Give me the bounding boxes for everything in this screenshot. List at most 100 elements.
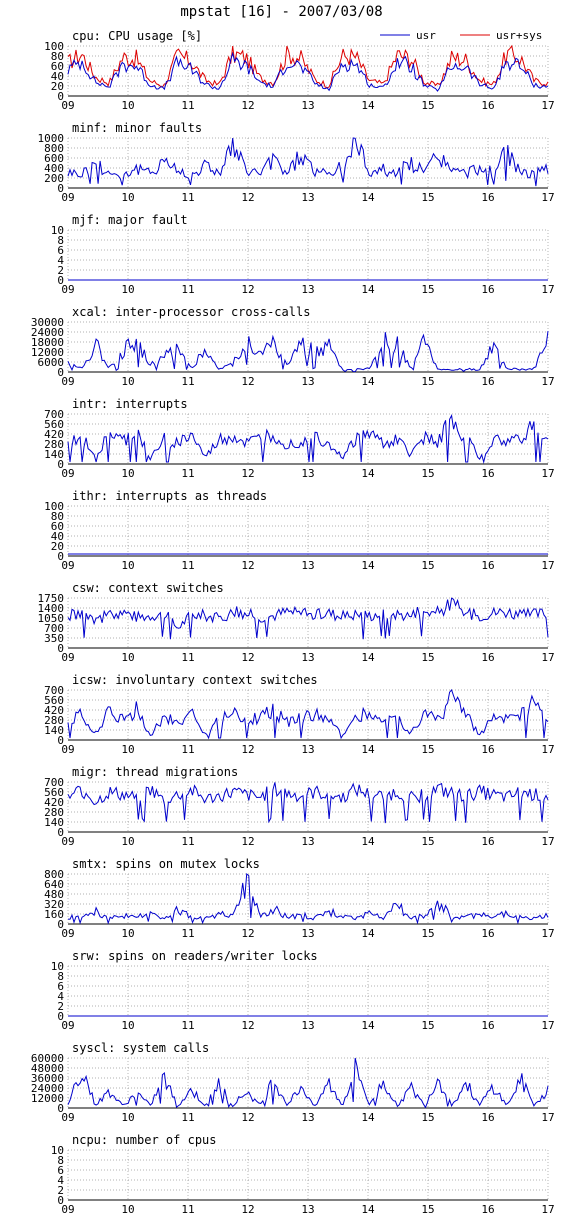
x-tick-label: 13 (301, 651, 314, 664)
y-tick-label: 600 (44, 152, 64, 165)
y-tick-label: 140 (44, 816, 64, 829)
x-tick-label: 15 (421, 1019, 434, 1032)
y-tick-label: 140 (44, 448, 64, 461)
series-line-syscl (67, 1057, 549, 1109)
x-tick-label: 16 (481, 743, 494, 756)
x-tick-label: 12 (241, 927, 254, 940)
x-tick-label: 11 (181, 651, 194, 664)
x-tick-label: 15 (421, 743, 434, 756)
x-tick-label: 09 (61, 559, 74, 572)
y-tick-label: 60 (51, 60, 64, 73)
y-tick-label: 100 (44, 500, 64, 513)
y-tick-label: 700 (44, 622, 64, 635)
x-tick-label: 17 (541, 1111, 554, 1124)
y-tick-label: 0 (57, 1194, 64, 1207)
y-tick-label: 4 (57, 1174, 64, 1187)
y-tick-label: 0 (57, 734, 64, 747)
y-tick-label: 700 (44, 408, 64, 421)
y-tick-label: 2 (57, 264, 64, 277)
y-tick-label: 60 (51, 520, 64, 533)
y-tick-label: 6 (57, 1164, 64, 1177)
x-tick-label: 15 (421, 1203, 434, 1216)
x-tick-label: 12 (241, 375, 254, 388)
legend-usr-sys-label: usr+sys (496, 29, 542, 42)
y-tick-label: 24000 (31, 1082, 64, 1095)
y-tick-label: 30000 (31, 316, 64, 329)
x-tick-label: 09 (61, 1203, 74, 1216)
y-tick-label: 80 (51, 50, 64, 63)
x-tick-label: 13 (301, 1111, 314, 1124)
chart-title-migr: migr: thread migrations (72, 765, 238, 779)
x-tick-label: 17 (541, 283, 554, 296)
y-tick-label: 0 (57, 826, 64, 839)
chart-title-intr: intr: interrupts (72, 397, 188, 411)
x-tick-label: 13 (301, 743, 314, 756)
y-tick-label: 18000 (31, 336, 64, 349)
x-tick-label: 17 (541, 1203, 554, 1216)
x-tick-label: 14 (361, 99, 375, 112)
x-tick-label: 12 (241, 559, 254, 572)
y-tick-label: 24000 (31, 326, 64, 339)
y-tick-label: 48000 (31, 1062, 64, 1075)
y-tick-label: 280 (44, 806, 64, 819)
series-line-intr (67, 414, 549, 464)
y-tick-label: 8 (57, 234, 64, 247)
x-tick-label: 17 (541, 1019, 554, 1032)
x-tick-label: 10 (121, 651, 134, 664)
x-tick-label: 16 (481, 467, 494, 480)
y-tick-label: 0 (57, 90, 64, 103)
y-tick-label: 800 (44, 142, 64, 155)
x-tick-label: 09 (61, 191, 74, 204)
x-tick-label: 10 (121, 467, 134, 480)
x-tick-label: 12 (241, 99, 254, 112)
y-tick-label: 60000 (31, 1052, 64, 1065)
x-tick-label: 10 (121, 1203, 134, 1216)
x-tick-label: 11 (181, 99, 194, 112)
y-tick-label: 0 (57, 1010, 64, 1023)
x-tick-label: 11 (181, 927, 194, 940)
x-tick-label: 16 (481, 375, 494, 388)
x-tick-label: 14 (361, 375, 375, 388)
y-tick-label: 350 (44, 632, 64, 645)
y-tick-label: 700 (44, 684, 64, 697)
y-tick-label: 420 (44, 704, 64, 717)
x-tick-label: 13 (301, 1203, 314, 1216)
series-line-cpu-usr (67, 51, 549, 92)
x-tick-label: 12 (241, 191, 254, 204)
x-tick-label: 16 (481, 283, 494, 296)
x-tick-label: 12 (241, 1019, 254, 1032)
y-tick-label: 0 (57, 274, 64, 287)
series-line-smtx (67, 873, 549, 925)
x-tick-label: 14 (361, 283, 375, 296)
x-tick-label: 10 (121, 283, 134, 296)
series-line-xcal (67, 331, 549, 373)
x-tick-label: 12 (241, 743, 254, 756)
x-tick-label: 11 (181, 835, 194, 848)
x-tick-label: 10 (121, 927, 134, 940)
x-tick-label: 11 (181, 191, 194, 204)
x-tick-label: 10 (121, 559, 134, 572)
x-tick-label: 09 (61, 99, 74, 112)
x-tick-label: 15 (421, 467, 434, 480)
y-tick-label: 0 (57, 1102, 64, 1115)
y-tick-label: 800 (44, 868, 64, 881)
x-tick-label: 17 (541, 467, 554, 480)
x-tick-label: 10 (121, 1019, 134, 1032)
x-tick-label: 09 (61, 927, 74, 940)
x-tick-label: 14 (361, 835, 375, 848)
x-tick-label: 10 (121, 835, 134, 848)
y-tick-label: 10 (51, 960, 64, 973)
x-tick-label: 12 (241, 835, 254, 848)
x-tick-label: 14 (361, 651, 375, 664)
page-title: mpstat [16] - 2007/03/08 (180, 4, 383, 20)
y-tick-label: 160 (44, 908, 64, 921)
y-tick-label: 420 (44, 796, 64, 809)
x-tick-label: 11 (181, 559, 194, 572)
x-tick-label: 17 (541, 191, 554, 204)
series-line-minf (67, 137, 549, 187)
chart-title-srw: srw: spins on readers/writer locks (72, 949, 318, 963)
y-tick-label: 80 (51, 510, 64, 523)
y-tick-label: 0 (57, 182, 64, 195)
y-tick-label: 1400 (38, 602, 65, 615)
